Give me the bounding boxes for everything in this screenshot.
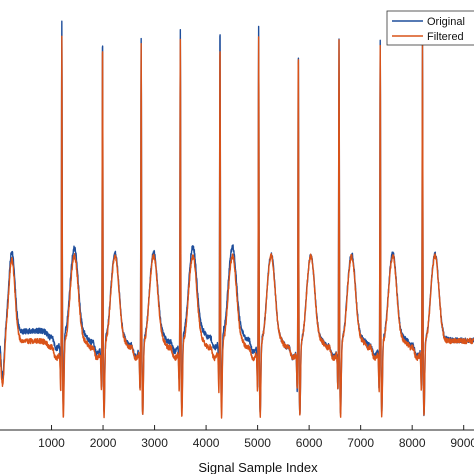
x-tick-label: 9000 [450, 436, 474, 450]
legend-filtered-label: Filtered [427, 31, 464, 43]
x-tick-label: 7000 [347, 436, 374, 450]
plot-background [0, 0, 474, 430]
x-tick-label: 4000 [193, 436, 220, 450]
x-tick-label: 2000 [90, 436, 117, 450]
series-line-filtered [0, 35, 474, 419]
x-tick-label: 3000 [141, 436, 168, 450]
x-tick-label: 6000 [296, 436, 323, 450]
x-tick-label: 5000 [244, 436, 271, 450]
x-tick-layer: 1000 2000 3000 4000 5000 6000 7000 8000 9000 [38, 425, 474, 450]
series-layer [0, 20, 474, 419]
legend-box [386, 10, 474, 46]
legend: Original Filtered [386, 10, 474, 46]
x-tick-label: 1000 [38, 436, 65, 450]
legend-original-label: Original [427, 16, 465, 28]
x-axis-label: Signal Sample Index [198, 460, 318, 474]
x-tick-label: 8000 [399, 436, 426, 450]
